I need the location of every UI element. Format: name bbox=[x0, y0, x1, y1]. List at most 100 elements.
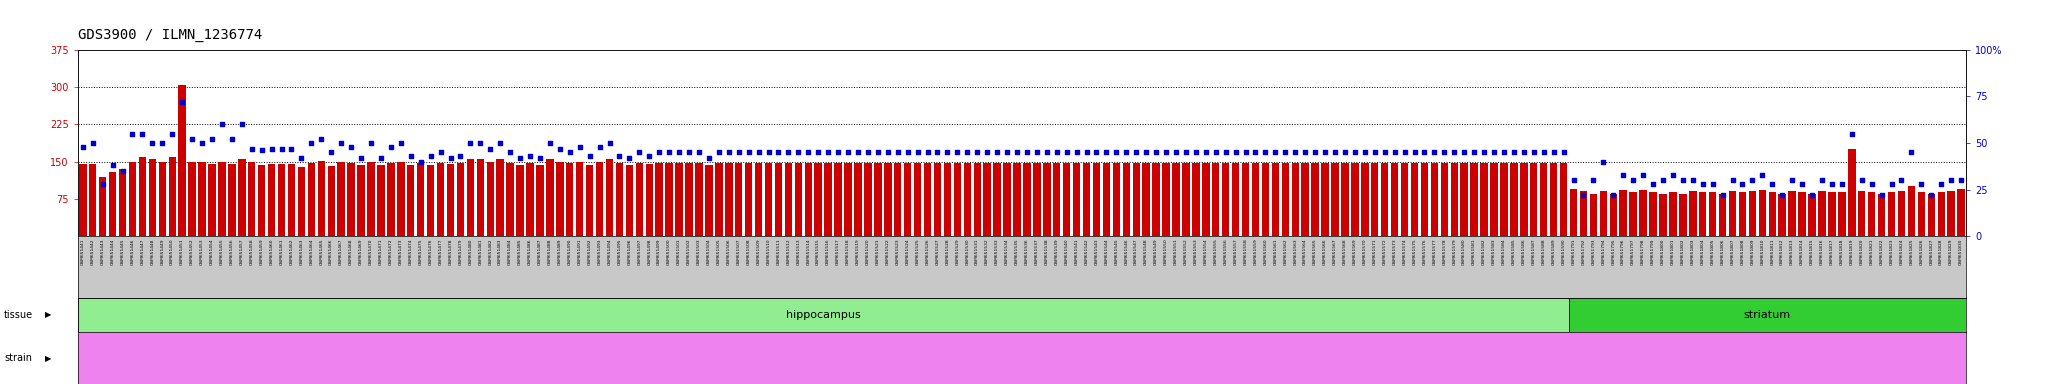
Point bbox=[1716, 177, 1749, 184]
Bar bbox=[1421, 163, 1427, 236]
Text: GSM651819: GSM651819 bbox=[1849, 238, 1853, 265]
Text: GSM651797: GSM651797 bbox=[1630, 238, 1634, 265]
Point bbox=[1329, 149, 1362, 156]
Bar bbox=[119, 169, 127, 236]
Point bbox=[971, 149, 1004, 156]
Bar bbox=[635, 163, 643, 236]
Text: GSM651589: GSM651589 bbox=[1552, 238, 1556, 265]
Point bbox=[752, 149, 784, 156]
Bar bbox=[477, 159, 483, 236]
Bar bbox=[297, 167, 305, 236]
Point bbox=[692, 155, 725, 161]
Point bbox=[1657, 172, 1690, 178]
Bar bbox=[1958, 189, 1964, 236]
Text: GSM651565: GSM651565 bbox=[1313, 238, 1317, 265]
Bar bbox=[1223, 163, 1229, 236]
Text: GSM651563: GSM651563 bbox=[1292, 238, 1296, 265]
Text: GSM651574: GSM651574 bbox=[1403, 238, 1407, 265]
Text: GSM651590: GSM651590 bbox=[1561, 238, 1565, 265]
Text: GSM651791: GSM651791 bbox=[1571, 238, 1575, 265]
Bar bbox=[1202, 163, 1210, 236]
Point bbox=[881, 149, 913, 156]
Bar bbox=[356, 165, 365, 236]
Point bbox=[1776, 177, 1808, 184]
Point bbox=[901, 149, 934, 156]
Text: GSM651559: GSM651559 bbox=[1253, 238, 1257, 265]
Text: GSM651458: GSM651458 bbox=[250, 238, 254, 265]
Point bbox=[1905, 181, 1937, 187]
Bar bbox=[1749, 192, 1755, 236]
Point bbox=[1298, 149, 1331, 156]
Bar bbox=[1718, 194, 1726, 236]
Point bbox=[563, 144, 596, 150]
Point bbox=[524, 155, 557, 161]
Bar bbox=[557, 162, 563, 236]
Point bbox=[1706, 192, 1739, 198]
Point bbox=[1100, 149, 1133, 156]
Point bbox=[1806, 177, 1839, 184]
Bar bbox=[954, 163, 961, 236]
Bar bbox=[109, 172, 117, 236]
Text: GSM651530: GSM651530 bbox=[965, 238, 969, 265]
Text: GSM651809: GSM651809 bbox=[1751, 238, 1755, 265]
Point bbox=[1219, 149, 1251, 156]
Point bbox=[922, 149, 954, 156]
Bar bbox=[387, 163, 395, 236]
Bar bbox=[227, 164, 236, 236]
Bar bbox=[367, 162, 375, 236]
Point bbox=[831, 149, 864, 156]
Point bbox=[225, 121, 258, 127]
Text: GSM651569: GSM651569 bbox=[1354, 238, 1358, 265]
Bar bbox=[795, 163, 803, 236]
Bar bbox=[575, 162, 584, 236]
Point bbox=[741, 149, 774, 156]
Text: GSM651441: GSM651441 bbox=[80, 238, 84, 265]
Bar bbox=[487, 162, 494, 236]
Point bbox=[246, 147, 279, 154]
Point bbox=[584, 144, 616, 150]
Text: GSM651512: GSM651512 bbox=[786, 238, 791, 265]
Text: GSM651498: GSM651498 bbox=[647, 238, 651, 265]
Bar bbox=[676, 163, 682, 236]
Point bbox=[782, 149, 815, 156]
Text: GSM651509: GSM651509 bbox=[756, 238, 760, 265]
Text: GSM651577: GSM651577 bbox=[1432, 238, 1436, 265]
Bar bbox=[506, 163, 514, 236]
Text: GSM651556: GSM651556 bbox=[1225, 238, 1227, 265]
Text: GSM651572: GSM651572 bbox=[1382, 238, 1386, 265]
Bar bbox=[1898, 192, 1905, 236]
Text: GSM651801: GSM651801 bbox=[1671, 238, 1675, 265]
Text: GSM651545: GSM651545 bbox=[1114, 238, 1118, 265]
Bar bbox=[1520, 163, 1528, 236]
Bar bbox=[864, 163, 872, 236]
Text: ▶: ▶ bbox=[45, 310, 51, 319]
Bar bbox=[526, 163, 535, 236]
Point bbox=[961, 149, 993, 156]
Bar bbox=[1362, 163, 1368, 236]
Point bbox=[1528, 149, 1561, 156]
Bar bbox=[1501, 163, 1507, 236]
Text: GSM651457: GSM651457 bbox=[240, 238, 244, 265]
Point bbox=[1518, 149, 1550, 156]
Text: striatum: striatum bbox=[1743, 310, 1790, 320]
Bar bbox=[627, 165, 633, 236]
Bar bbox=[1550, 163, 1556, 236]
Point bbox=[1825, 181, 1858, 187]
Text: GSM651515: GSM651515 bbox=[817, 238, 819, 265]
Bar bbox=[1819, 192, 1825, 236]
Bar bbox=[1769, 192, 1776, 236]
Point bbox=[1260, 149, 1292, 156]
Text: GSM651529: GSM651529 bbox=[954, 238, 958, 265]
Bar bbox=[150, 159, 156, 236]
Text: GSM651821: GSM651821 bbox=[1870, 238, 1874, 265]
Point bbox=[1208, 149, 1241, 156]
Point bbox=[285, 155, 317, 161]
Text: GSM651804: GSM651804 bbox=[1700, 238, 1704, 265]
Bar bbox=[655, 163, 664, 236]
Bar bbox=[1829, 192, 1835, 236]
Bar bbox=[516, 165, 524, 236]
Point bbox=[96, 162, 129, 169]
Bar bbox=[1401, 163, 1409, 236]
Bar bbox=[805, 163, 811, 236]
Bar bbox=[397, 162, 406, 236]
